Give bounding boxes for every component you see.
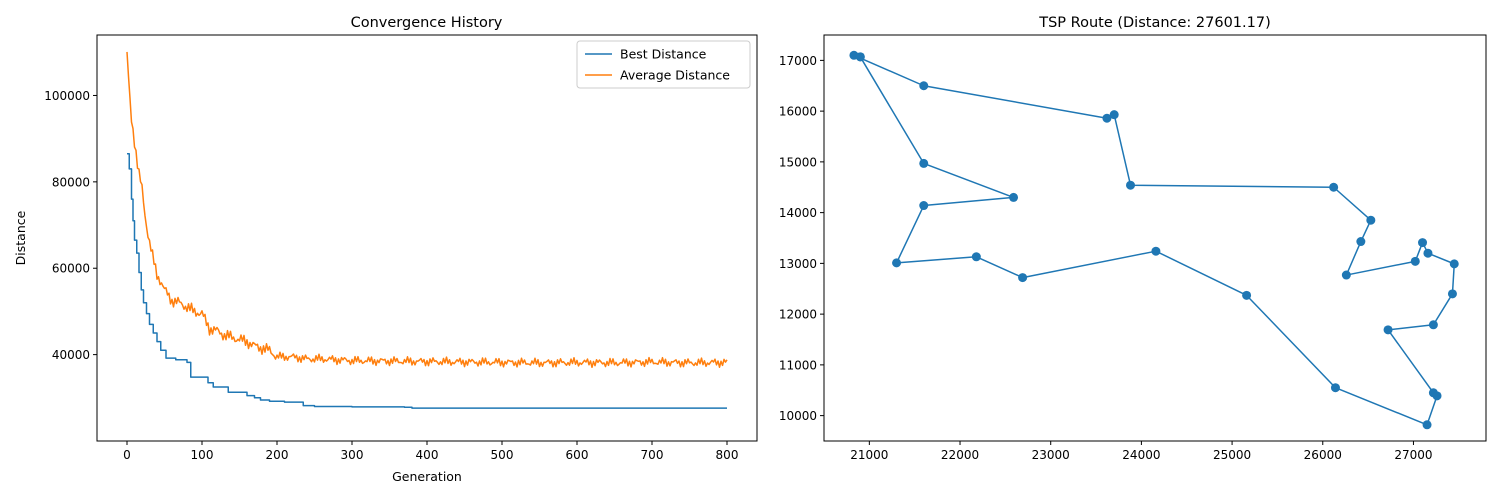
series-line-best-distance [127, 153, 727, 409]
city-point [1432, 391, 1442, 401]
convergence-chart: Convergence History 0 100 200 300 400 500 600 7… [13, 15, 758, 484]
city-point [1329, 182, 1339, 192]
x-tick-label: 22000 [941, 448, 979, 462]
city-point [919, 81, 929, 91]
y-tick-label: 13000 [779, 257, 817, 271]
tsp-plot-frame [823, 34, 1487, 442]
city-point [1109, 110, 1119, 120]
x-tick-label: 100 [191, 448, 214, 462]
x-tick-label: 700 [641, 448, 664, 462]
city-point [1418, 238, 1428, 248]
y-tick-label: 10000 [779, 409, 817, 423]
legend-label-best: Best Distance [620, 47, 707, 62]
convergence-plot-frame [96, 34, 758, 442]
y-tick-label: 16000 [779, 105, 817, 119]
x-tick-label: 0 [123, 448, 131, 462]
city-point [1102, 113, 1112, 123]
x-tick-label: 26000 [1304, 448, 1342, 462]
city-point [892, 258, 902, 268]
y-tick-label: 40000 [52, 348, 90, 362]
series-line-average-distance [126, 51, 728, 369]
y-tick-label: 100000 [44, 89, 90, 103]
convergence-y-ticks: 40000 60000 80000 100000 [44, 89, 97, 362]
city-point [919, 201, 929, 211]
city-point [1242, 290, 1252, 300]
y-tick-label: 17000 [779, 54, 817, 68]
y-tick-label: 12000 [779, 308, 817, 322]
convergence-legend: Best Distance Average Distance [576, 40, 751, 89]
x-tick-label: 800 [716, 448, 739, 462]
city-point [1009, 192, 1019, 202]
tsp-route-chart: TSP Route (Distance: 27601.17) 21000 2200… [779, 15, 1487, 462]
city-point [1447, 289, 1457, 299]
city-point [919, 158, 929, 168]
legend-box [576, 40, 751, 89]
y-tick-label: 15000 [779, 155, 817, 169]
x-tick-label: 400 [416, 448, 439, 462]
x-tick-label: 600 [566, 448, 589, 462]
y-tick-label: 80000 [52, 175, 90, 189]
city-point [1383, 325, 1393, 335]
route-line [853, 54, 1456, 426]
city-point [855, 52, 865, 62]
convergence-lines [126, 51, 728, 409]
x-tick-label: 21000 [850, 448, 888, 462]
tsp-x-ticks: 21000 22000 23000 24000 25000 26000 27000 [850, 441, 1433, 462]
city-point [1151, 246, 1161, 256]
x-tick-label: 25000 [1213, 448, 1251, 462]
tsp-city-points [849, 50, 1459, 430]
city-point [1422, 420, 1432, 430]
convergence-ylabel: Distance [13, 210, 28, 265]
y-tick-label: 14000 [779, 206, 817, 220]
city-point [1423, 248, 1433, 258]
city-point [1018, 273, 1028, 283]
y-tick-label: 60000 [52, 262, 90, 276]
tsp-chart-title: TSP Route (Distance: 27601.17) [1038, 15, 1271, 31]
city-point [1356, 237, 1366, 247]
legend-label-average: Average Distance [620, 68, 730, 83]
tsp-route [853, 54, 1456, 426]
city-point [1410, 256, 1420, 266]
city-point [1330, 383, 1340, 393]
x-tick-label: 24000 [1122, 448, 1160, 462]
convergence-x-ticks: 0 100 200 300 400 500 600 700 800 [123, 441, 738, 462]
tsp-y-ticks: 10000 11000 12000 13000 14000 15000 16000 17000 [779, 54, 824, 423]
city-point [1449, 259, 1459, 269]
x-tick-label: 200 [266, 448, 289, 462]
city-point [971, 252, 981, 262]
y-tick-label: 11000 [779, 358, 817, 372]
convergence-xlabel: Generation [392, 469, 462, 484]
convergence-chart-title: Convergence History [351, 15, 503, 31]
x-tick-label: 23000 [1032, 448, 1070, 462]
city-point [1366, 215, 1376, 225]
city-point [1126, 180, 1136, 190]
x-tick-label: 27000 [1394, 448, 1432, 462]
x-tick-label: 300 [341, 448, 364, 462]
x-tick-label: 500 [491, 448, 514, 462]
city-point [1341, 270, 1351, 280]
city-point [1428, 320, 1438, 330]
